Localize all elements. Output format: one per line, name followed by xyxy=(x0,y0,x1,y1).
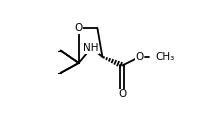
Text: CH₃: CH₃ xyxy=(155,52,174,62)
Text: O: O xyxy=(136,52,144,62)
Text: NH: NH xyxy=(83,43,99,53)
Text: O: O xyxy=(74,23,83,33)
Text: O: O xyxy=(118,89,126,99)
